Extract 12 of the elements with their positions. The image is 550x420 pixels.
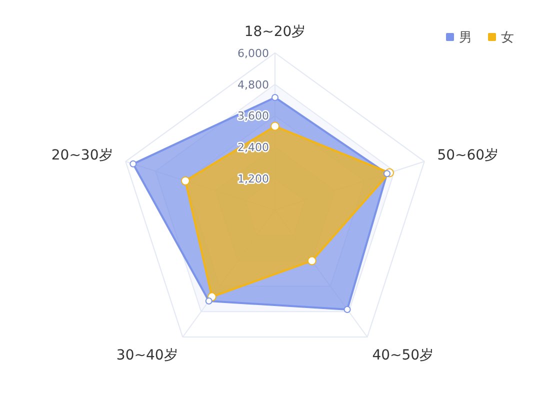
legend-label: 女: [501, 30, 514, 46]
legend-label: 男: [459, 30, 472, 46]
spoke-label: 18~20岁: [244, 24, 306, 40]
y-tick-label: 3,600: [238, 110, 269, 123]
y-tick-label: 4,800: [238, 78, 269, 92]
spoke-label: 30~40岁: [116, 348, 178, 364]
y-tick-label: 1,200: [238, 172, 269, 186]
y-tick-label: 6,000: [238, 46, 269, 60]
spoke-label: 20~30岁: [51, 148, 113, 164]
y-tick-label: 2,400: [238, 141, 269, 154]
spoke-label: 40~50岁: [372, 348, 434, 364]
spoke-label: 50~60岁: [437, 148, 499, 164]
